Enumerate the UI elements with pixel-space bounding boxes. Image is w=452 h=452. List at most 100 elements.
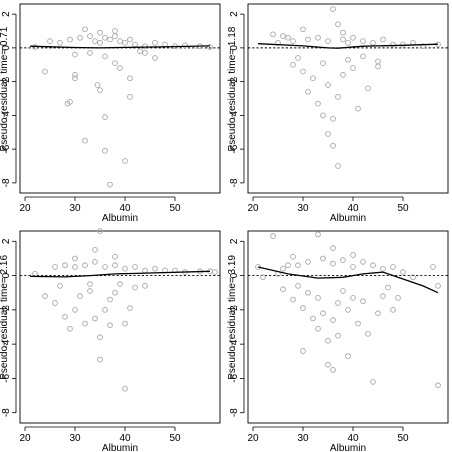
data-point bbox=[305, 259, 311, 265]
data-point bbox=[102, 34, 108, 41]
y-tick-label: -6 bbox=[229, 144, 240, 153]
data-point bbox=[345, 353, 351, 359]
y-tick-label: -2 bbox=[1, 305, 12, 314]
data-point bbox=[52, 264, 58, 270]
data-point bbox=[315, 231, 321, 238]
data-point bbox=[315, 325, 321, 332]
smooth-fit-line bbox=[29, 270, 211, 278]
x-tick-label: 50 bbox=[169, 203, 181, 214]
data-point bbox=[142, 50, 148, 56]
data-point bbox=[365, 85, 371, 92]
y-tick-label: 2 bbox=[229, 11, 240, 17]
data-point bbox=[280, 265, 286, 272]
data-point bbox=[300, 26, 306, 33]
data-point bbox=[350, 295, 356, 301]
data-point bbox=[260, 274, 266, 281]
data-point bbox=[112, 289, 118, 296]
data-point bbox=[117, 65, 123, 71]
scatter-panel-3: 20 30 40 50Albumin20-2-4-6-8Pseudo-residual… bbox=[0, 228, 221, 452]
data-point bbox=[87, 50, 93, 56]
data-point bbox=[295, 283, 301, 289]
y-tick-label: 0 bbox=[1, 272, 12, 278]
data-point bbox=[390, 41, 396, 48]
data-point bbox=[270, 31, 276, 38]
data-point bbox=[82, 320, 88, 327]
data-point bbox=[335, 93, 341, 100]
data-point bbox=[57, 39, 63, 46]
data-point bbox=[320, 112, 326, 119]
data-point bbox=[97, 87, 103, 93]
data-point bbox=[290, 253, 296, 260]
smooth-fit-line bbox=[29, 45, 211, 49]
x-tick-label: 20 bbox=[19, 433, 31, 444]
data-point bbox=[330, 115, 336, 122]
data-point bbox=[92, 38, 98, 44]
data-point bbox=[122, 320, 128, 327]
x-tick-label: 30 bbox=[69, 433, 81, 444]
data-point bbox=[320, 255, 326, 262]
data-point bbox=[97, 228, 103, 234]
data-point bbox=[310, 315, 316, 322]
data-point bbox=[112, 33, 118, 39]
data-point bbox=[350, 264, 356, 270]
y-tick-label: -2 bbox=[1, 77, 12, 86]
y-tick-label: 0 bbox=[229, 272, 240, 278]
data-point bbox=[112, 262, 118, 269]
data-point bbox=[335, 163, 341, 169]
data-point bbox=[345, 56, 351, 63]
scatter-panel-2: 20 30 40 50Albumin20-2-4-6-8Pseudo-residual… bbox=[227, 3, 449, 224]
data-point bbox=[92, 259, 98, 265]
data-point bbox=[300, 348, 306, 354]
x-tick-label: 40 bbox=[347, 203, 359, 214]
data-point bbox=[370, 262, 376, 269]
x-tick-label: 50 bbox=[169, 433, 181, 444]
data-point bbox=[400, 41, 406, 48]
data-point bbox=[142, 43, 148, 50]
data-point bbox=[82, 137, 88, 144]
data-point bbox=[102, 307, 108, 313]
data-point bbox=[375, 58, 381, 65]
data-point bbox=[62, 262, 68, 269]
data-point bbox=[345, 307, 351, 313]
data-point bbox=[62, 313, 68, 320]
scatter-panel-1: 20 30 40 50Albumin20-2-4-6-8Pseudo-residual… bbox=[0, 3, 221, 224]
y-tick-label: -4 bbox=[229, 110, 240, 119]
data-point bbox=[270, 233, 276, 239]
x-axis-label: Albumin bbox=[330, 443, 366, 452]
x-tick-label: 20 bbox=[247, 433, 259, 444]
data-point bbox=[330, 260, 336, 267]
x-tick-label: 20 bbox=[19, 203, 31, 214]
data-point bbox=[345, 39, 351, 46]
y-axis-label: Pseudo-residual, time= 0.71 bbox=[0, 26, 10, 151]
data-point bbox=[87, 33, 93, 39]
x-axis-label: Albumin bbox=[330, 213, 366, 224]
data-point bbox=[320, 310, 326, 317]
data-point bbox=[52, 300, 58, 306]
y-tick-label: -6 bbox=[1, 144, 12, 153]
data-point bbox=[360, 38, 366, 44]
x-tick-label: 40 bbox=[119, 433, 131, 444]
data-point bbox=[92, 315, 98, 322]
y-axis-label: Pseudo-residual, time= 3.19 bbox=[227, 255, 238, 380]
data-point bbox=[97, 29, 103, 36]
data-point bbox=[122, 385, 128, 392]
data-point bbox=[340, 257, 346, 263]
data-point bbox=[330, 317, 336, 323]
data-point bbox=[32, 271, 38, 277]
data-point bbox=[310, 75, 316, 82]
data-point bbox=[375, 310, 381, 317]
y-tick-label: 2 bbox=[1, 11, 12, 17]
data-point bbox=[315, 100, 321, 107]
data-point bbox=[380, 293, 386, 299]
data-point bbox=[77, 34, 83, 41]
data-point bbox=[97, 356, 103, 363]
y-tick-label: -4 bbox=[1, 339, 12, 348]
data-point bbox=[107, 36, 113, 43]
data-point bbox=[325, 361, 331, 368]
x-tick-label: 30 bbox=[297, 203, 309, 214]
x-tick-label: 30 bbox=[69, 203, 81, 214]
data-point bbox=[122, 39, 128, 46]
data-point bbox=[82, 262, 88, 269]
smooth-fit-line bbox=[257, 43, 439, 49]
